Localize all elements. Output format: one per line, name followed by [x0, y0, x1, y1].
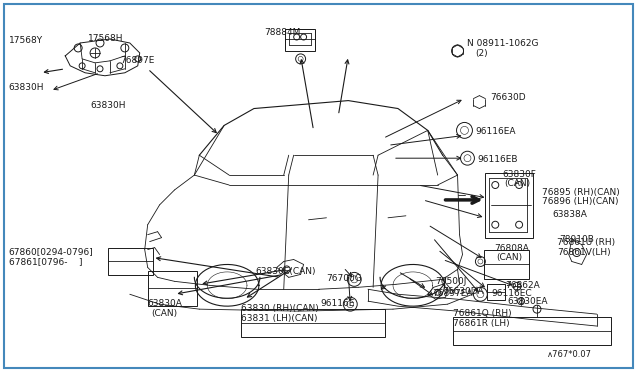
Text: 17568Y: 17568Y — [8, 36, 43, 45]
Text: N 08911-1062G: N 08911-1062G — [467, 39, 539, 48]
Text: 76861U (RH): 76861U (RH) — [557, 238, 615, 247]
Text: 17568H: 17568H — [88, 34, 124, 43]
Text: 76630D: 76630D — [490, 93, 526, 102]
Text: 76700G: 76700G — [326, 275, 362, 283]
Bar — [285, 29, 314, 51]
Bar — [148, 272, 197, 306]
Bar — [241, 309, 385, 337]
Text: 63830EA: 63830EA — [507, 297, 548, 306]
Text: 67860[0294-0796]: 67860[0294-0796] — [8, 248, 93, 257]
Text: 63830E(CAN): 63830E(CAN) — [255, 267, 316, 276]
Text: 76861V(LH): 76861V(LH) — [557, 248, 611, 257]
Text: (CAN): (CAN) — [152, 309, 178, 318]
Text: 76897EA: 76897EA — [433, 289, 473, 298]
Bar — [485, 173, 533, 238]
Text: 76862A: 76862A — [505, 281, 540, 290]
Text: 63838A: 63838A — [552, 210, 587, 219]
Text: 63830 (RH)(CAN): 63830 (RH)(CAN) — [241, 304, 319, 313]
Bar — [452, 317, 611, 345]
Text: 78884M: 78884M — [264, 28, 300, 37]
Text: (CAN): (CAN) — [504, 179, 531, 188]
Text: 96116EC: 96116EC — [492, 289, 532, 298]
Text: 78910B: 78910B — [559, 235, 594, 244]
Text: 76897E: 76897E — [120, 56, 154, 65]
Text: 76896 (LH)(CAN): 76896 (LH)(CAN) — [542, 197, 618, 206]
Text: 67861[0796-    ]: 67861[0796- ] — [8, 257, 82, 266]
Text: 76808A: 76808A — [494, 244, 529, 253]
Text: 96116EB: 96116EB — [477, 155, 518, 164]
Bar — [108, 248, 153, 275]
Text: 76895 (RH)(CAN): 76895 (RH)(CAN) — [542, 188, 620, 197]
Text: 63831 (LH)(CAN): 63831 (LH)(CAN) — [241, 314, 317, 323]
Bar — [484, 250, 529, 279]
Text: 96116E: 96116E — [321, 299, 355, 308]
Text: 76630DA: 76630DA — [443, 287, 484, 296]
Text: 76500J: 76500J — [436, 278, 467, 286]
Text: (CAN): (CAN) — [496, 253, 522, 262]
Text: 76861Q (RH): 76861Q (RH) — [452, 309, 511, 318]
Text: ∧767*0.07: ∧767*0.07 — [547, 350, 591, 359]
Text: 96116EA: 96116EA — [476, 127, 516, 137]
Text: 63830A: 63830A — [148, 299, 182, 308]
Text: (2): (2) — [476, 49, 488, 58]
Text: 63830H: 63830H — [8, 83, 44, 92]
Bar — [487, 284, 505, 300]
Text: 63830F: 63830F — [502, 170, 536, 179]
Text: 76861R (LH): 76861R (LH) — [452, 319, 509, 328]
Text: 63830H: 63830H — [90, 100, 125, 110]
